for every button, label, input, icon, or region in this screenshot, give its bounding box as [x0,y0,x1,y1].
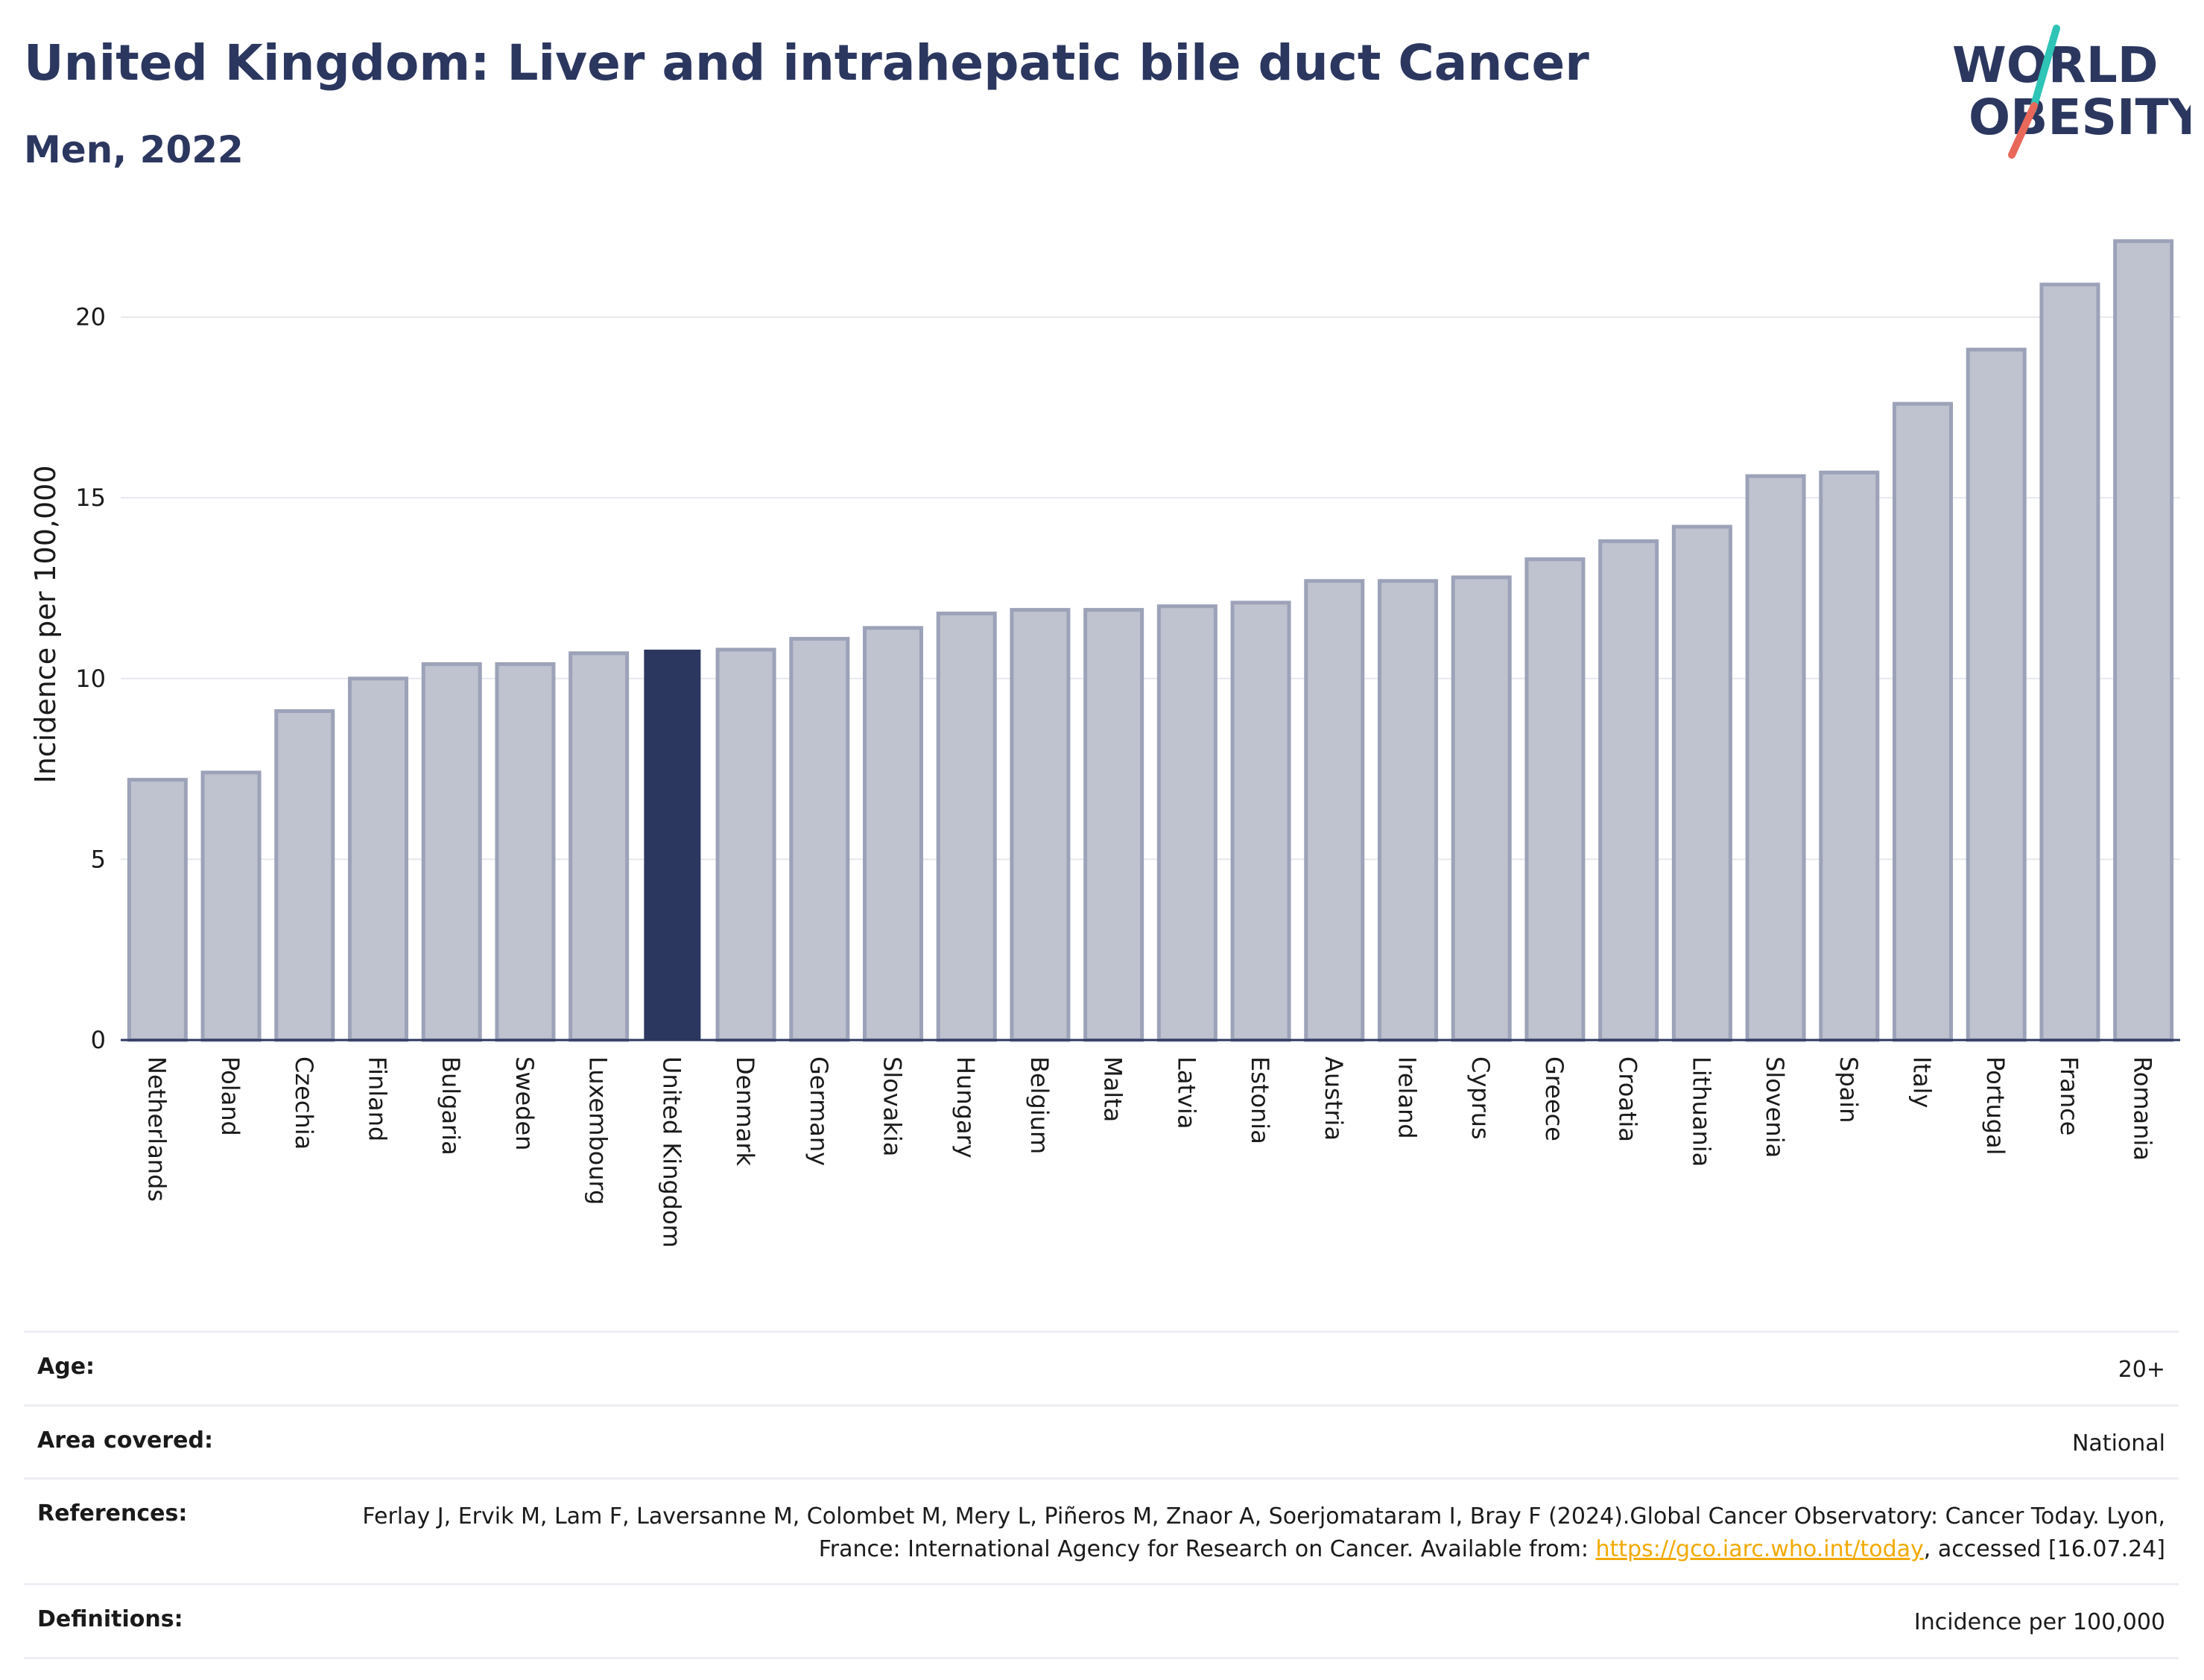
bar [347,676,409,1042]
age-label: Age: [37,1354,95,1380]
area-value: National [2071,1430,2165,1456]
bar [1156,604,1217,1042]
x-tick-label: Romania [2129,1056,2157,1161]
chart-title: United Kingdom: Liver and intrahepatic b… [24,34,1589,92]
bar [1966,347,2027,1042]
world-obesity-logo: WORLD OBESITY [1952,25,2191,159]
x-tick-label: Cyprus [1466,1056,1495,1140]
x-tick-label: Sweden [510,1056,539,1150]
bar [715,647,776,1042]
bar [1010,608,1071,1042]
bar [1524,557,1586,1042]
x-tick-label: Denmark [731,1056,759,1167]
definitions-label: Definitions: [37,1606,183,1632]
x-tick-label: Austria [1320,1056,1348,1141]
x-tick-label: Estonia [1246,1056,1274,1144]
definitions-value: Incidence per 100,000 [1913,1609,2165,1635]
logo-slash-top [2029,25,2060,114]
bar [1304,579,1365,1042]
logo-word-world: WORLD [1952,37,2159,94]
y-tick-label: 15 [75,484,106,512]
x-tick-label: Belgium [1025,1056,1054,1154]
x-tick-label: Malta [1099,1056,1127,1122]
area-label: Area covered: [37,1427,213,1454]
x-tick-label: Croatia [1614,1056,1642,1142]
bar [1892,402,1954,1042]
bar [569,651,630,1042]
x-tick-label: Ireland [1393,1056,1422,1139]
y-tick-label: 5 [91,845,106,873]
bar-highlight [644,649,701,1040]
x-tick-label: Germany [805,1056,833,1166]
bar [1083,608,1144,1042]
x-tick-label: Slovakia [878,1056,907,1156]
x-tick-label: Netherlands [142,1056,171,1202]
references-text-end: , accessed [16.07.24] [1923,1535,2165,1562]
x-tick-label: Slovenia [1761,1056,1789,1158]
bar [200,770,262,1042]
x-tick-label: Hungary [951,1056,980,1158]
bar [421,662,482,1042]
meta-row-references: References: Ferlay J, Ervik M, Lam F, La… [24,1477,2179,1583]
y-axis-label: Incidence per 100,000 [29,465,62,783]
x-tick-label: Czechia [290,1056,318,1150]
bar [862,626,924,1042]
bar [936,611,997,1042]
x-tick-label: Poland [216,1056,244,1136]
bar [789,636,850,1042]
references-value: Ferlay J, Ervik M, Lam F, Laversanne M, … [303,1500,2165,1565]
meta-row-age: Age: 20+ [24,1331,2179,1404]
bar [274,709,335,1042]
bar [1671,524,1732,1042]
bar [495,662,556,1042]
x-tick-label: Luxembourg [584,1056,612,1205]
y-tick-label: 0 [91,1026,106,1054]
bar [1598,539,1659,1042]
y-tick-label: 10 [75,665,106,693]
x-tick-label: United Kingdom [657,1056,685,1248]
references-link[interactable]: https://gco.iarc.who.int/today [1595,1535,1924,1562]
bar [1819,470,1880,1042]
x-tick-label: Lithuania [1687,1056,1715,1167]
logo-word-obesity: OBESITY [1969,89,2191,146]
bar [127,778,188,1042]
x-tick-label: Portugal [1981,1056,2010,1156]
bar [1745,474,1806,1042]
x-tick-label: Latvia [1172,1056,1200,1129]
references-label: References: [37,1500,188,1527]
meta-row-definitions: Definitions: Incidence per 100,000 [24,1583,2179,1659]
bar [1451,575,1512,1042]
x-tick-label: Spain [1834,1056,1863,1123]
bar [2039,282,2100,1042]
bar [2113,239,2174,1042]
y-tick-label: 20 [75,303,106,332]
references-text: Ferlay J, Ervik M, Lam F, Laversanne M, … [362,1503,2165,1562]
metadata-table: Age: 20+ Area covered: National Referenc… [24,1331,2179,1659]
x-tick-label: France [2055,1056,2083,1135]
x-tick-label: Greece [1540,1056,1568,1141]
bar-chart: 0 5 10 15 20 Incidence per 100,000 Netherlands… [29,239,2180,1248]
bar [1230,600,1291,1042]
bar [1377,579,1439,1042]
chart-subtitle: Men, 2022 [24,128,244,171]
x-tick-label: Bulgaria [437,1056,465,1156]
x-tick-label: Italy [1908,1056,1937,1108]
logo-slash-bottom [2008,102,2038,159]
meta-row-area: Area covered: National [24,1404,2179,1478]
age-value: 20+ [2118,1357,2165,1383]
x-tick-label: Finland [364,1056,392,1141]
